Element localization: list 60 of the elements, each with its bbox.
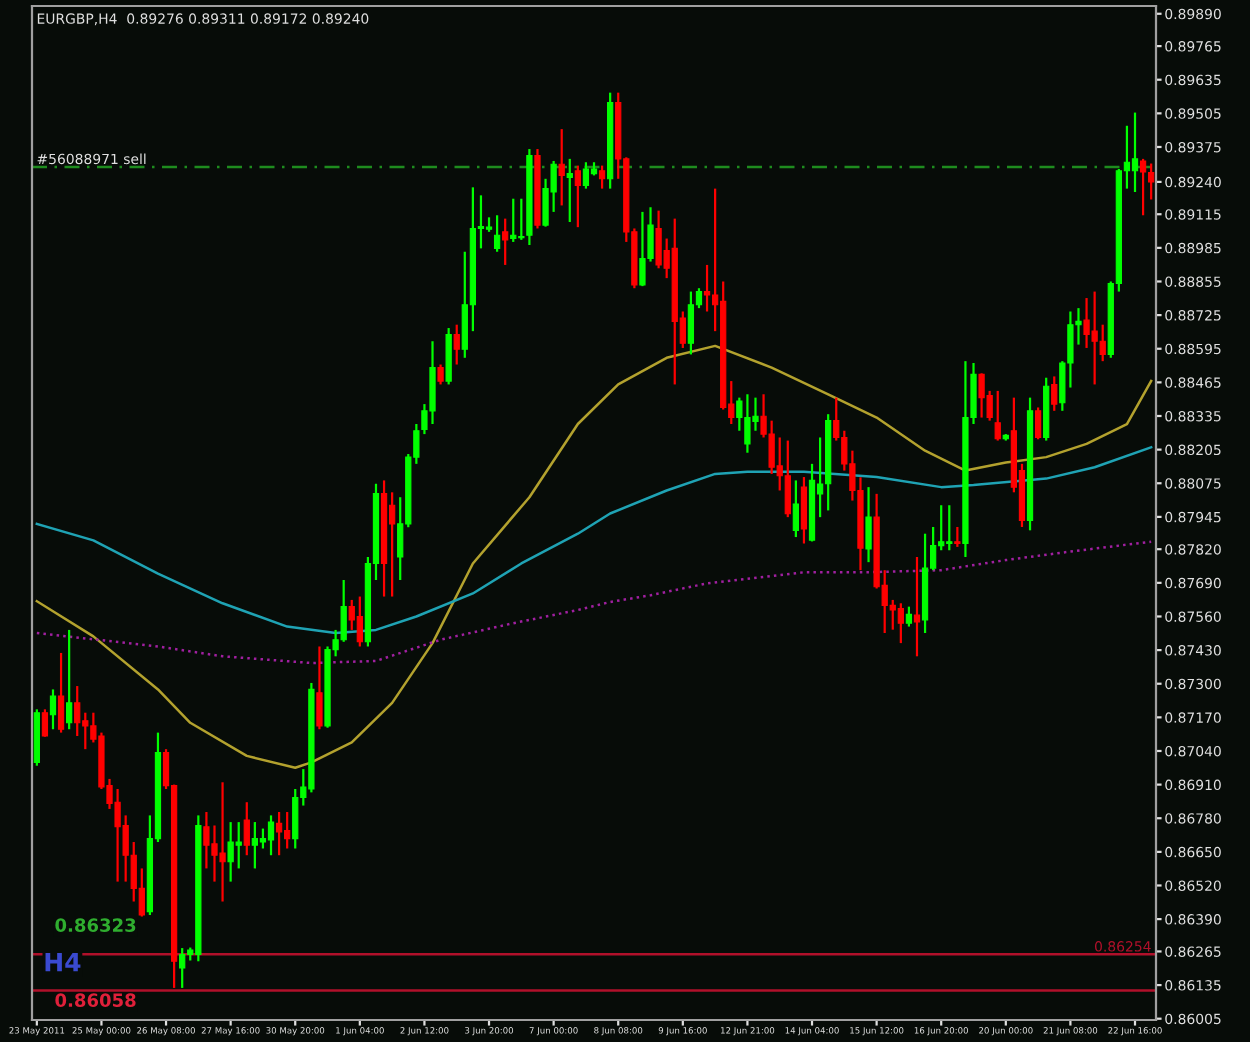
annotation: 0.86058 bbox=[55, 993, 136, 1007]
candlestick bbox=[558, 128, 565, 207]
candlestick bbox=[639, 210, 646, 288]
candlestick bbox=[865, 486, 872, 564]
candlestick bbox=[219, 781, 226, 903]
candlestick bbox=[267, 814, 275, 857]
candlestick bbox=[994, 389, 1001, 442]
candlestick bbox=[41, 708, 49, 738]
candlestick bbox=[566, 157, 573, 224]
candlestick bbox=[453, 323, 460, 366]
candlestick bbox=[1139, 157, 1147, 217]
candlestick bbox=[582, 161, 590, 190]
line-series bbox=[35, 446, 1153, 635]
candlestick bbox=[978, 372, 985, 419]
candlestick bbox=[49, 688, 57, 731]
candlestick bbox=[316, 645, 323, 731]
candlestick bbox=[235, 821, 242, 870]
candlestick bbox=[954, 525, 961, 548]
candlestick bbox=[800, 475, 808, 545]
candlestick bbox=[687, 290, 695, 356]
candlestick bbox=[437, 363, 444, 386]
line-series bbox=[35, 540, 1153, 665]
candlestick bbox=[114, 787, 121, 883]
candlestick bbox=[1083, 296, 1090, 350]
candlestick bbox=[179, 946, 186, 990]
candlestick bbox=[243, 801, 250, 857]
candlestick bbox=[946, 504, 953, 552]
annotation: 0.86323 bbox=[55, 918, 136, 932]
candlestick bbox=[1091, 290, 1098, 386]
candlestick bbox=[227, 821, 234, 883]
candlestick bbox=[388, 491, 396, 598]
candlestick bbox=[429, 340, 436, 426]
candlestick bbox=[292, 787, 299, 850]
candlestick bbox=[897, 602, 904, 645]
candlestick bbox=[74, 684, 81, 738]
candlestick bbox=[598, 164, 606, 190]
candlestick bbox=[356, 595, 363, 648]
candlestick bbox=[1148, 162, 1155, 201]
annotation: H4 bbox=[45, 952, 81, 972]
candlestick bbox=[784, 439, 791, 519]
candlestick bbox=[502, 217, 509, 267]
candlestick bbox=[792, 479, 800, 539]
candlestick bbox=[284, 810, 291, 850]
candlestick bbox=[493, 214, 501, 253]
candlestick bbox=[655, 209, 662, 270]
candlestick bbox=[1034, 406, 1042, 441]
candlestick bbox=[259, 827, 267, 850]
candlestick bbox=[57, 651, 65, 734]
candlestick bbox=[905, 605, 913, 628]
candlestick bbox=[251, 821, 259, 870]
candlestick bbox=[703, 263, 711, 313]
candlestick bbox=[1051, 375, 1058, 412]
candlestick bbox=[1131, 111, 1139, 194]
candlestick bbox=[275, 810, 283, 857]
candlestick bbox=[913, 555, 921, 658]
candlestick bbox=[574, 164, 581, 229]
candlestick bbox=[66, 628, 73, 731]
candlestick bbox=[744, 393, 751, 454]
line-series bbox=[35, 344, 1153, 770]
candlestick bbox=[445, 326, 452, 386]
